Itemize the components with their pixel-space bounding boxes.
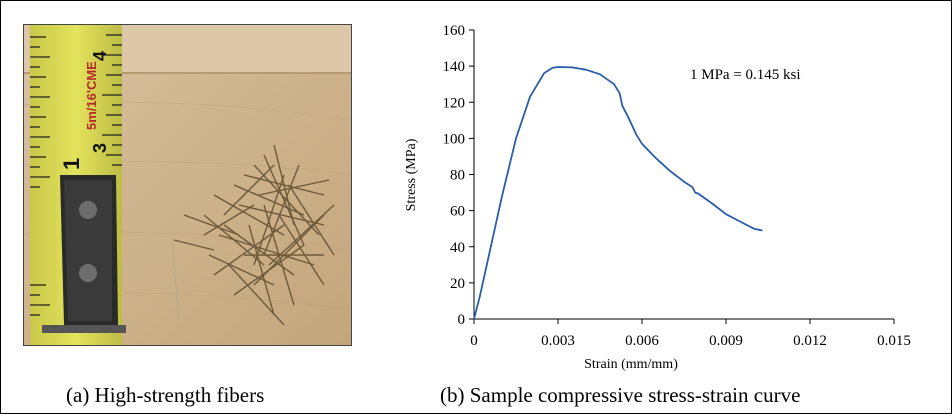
y-tick-label: 80 [450,168,465,184]
tape-number-1-left: 1 [59,158,84,170]
y-tick-label: 0 [458,312,466,328]
tape-number-4: 4 [90,51,110,61]
x-tick-label: 0.006 [625,333,659,349]
caption-fibers: (a) High-strength fibers [66,383,265,407]
fibers [173,144,335,326]
x-tick-label: 0.015 [877,333,911,349]
y-axis-title: Stress (MPa) [404,138,419,211]
x-tick-label: 0.003 [541,333,575,349]
x-axis-title: Strain (mm/mm) [584,357,678,372]
chart-axes: 0 20 40 60 80 100 120 140 160 0 0.003 0.006 0.009 0.0… [443,23,911,349]
y-tick-label: 60 [450,204,465,220]
y-tick-label: 160 [443,23,466,39]
unit-conversion-note: 1 MPa = 0.145 ksi [690,67,801,83]
tape-number-3: 3 [90,143,110,153]
tape-measure: 5m/16'CME 4 3 1 1 [30,25,126,345]
chart-marks [473,66,763,320]
y-tick-label: 20 [450,276,465,292]
fibers-photo: 5m/16'CME 4 3 1 1 [23,24,352,346]
stray-fiber [171,239,180,321]
caption-curve: (b) Sample compressive stress-strain cur… [440,383,801,407]
x-tick-label: 0 [470,333,478,349]
x-tick-label: 0.009 [709,333,743,349]
tape-text: 5m/16'CME [84,61,99,130]
y-tick-label: 120 [443,95,466,111]
y-tick-label: 140 [443,59,466,75]
y-tick-label: 100 [443,131,466,147]
series-line-0 [473,66,763,320]
y-tick-label: 40 [450,240,465,256]
x-tick-label: 0.012 [793,333,827,349]
